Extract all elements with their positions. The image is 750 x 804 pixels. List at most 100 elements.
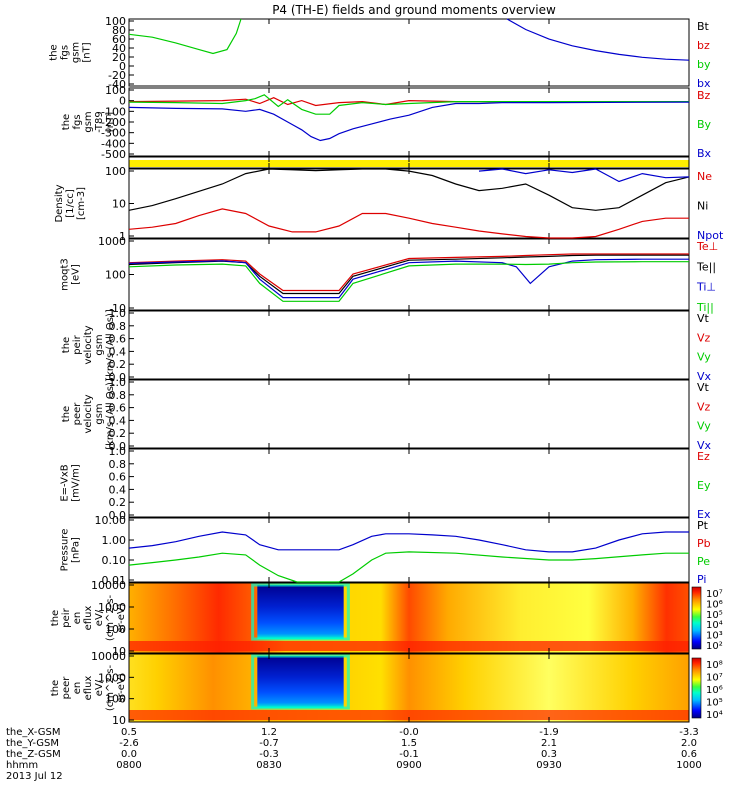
y-axis-label: gsm xyxy=(71,42,82,63)
y-axis-label: [nT] xyxy=(105,112,116,132)
y-axis-label: peir xyxy=(72,334,83,354)
y-tick-label: 0.8 xyxy=(109,389,127,402)
legend-by: by xyxy=(697,58,711,71)
ephemeris-label-hhmm: hhmm xyxy=(6,760,38,771)
legend-vt: Vt xyxy=(697,312,710,325)
series-fgl-bz xyxy=(128,97,689,107)
y-axis-label: [mV/m] xyxy=(71,464,82,502)
spectrogram-box-edge xyxy=(251,583,350,641)
y-axis-label: the xyxy=(61,114,72,130)
ephemeris-label-x: the_X-GSM xyxy=(6,727,60,738)
y-tick-label: 100 xyxy=(105,15,126,28)
y-axis-label: [km/s (All Qs)] xyxy=(105,309,116,381)
legend-bt: Bt xyxy=(697,20,710,33)
y-axis-label: gsm xyxy=(94,403,105,424)
y-tick-label: 0.4 xyxy=(109,345,127,358)
colorbar-label: 10⁷ xyxy=(706,673,723,684)
panel-frame-pressure xyxy=(128,517,690,583)
y-tick-label: 10 xyxy=(112,645,126,658)
y-axis-label: Density xyxy=(54,184,65,222)
legend-vx: Vx xyxy=(697,439,712,452)
ephemeris-value-y: 2.0 xyxy=(681,738,697,749)
y-tick-label: 10 xyxy=(112,302,126,315)
spectrogram-box-edge xyxy=(251,654,350,710)
y-tick-label: 100 xyxy=(105,693,126,706)
y-axis-label: eV/ xyxy=(94,679,105,696)
ephemeris-value-x: -0.0 xyxy=(399,727,419,738)
y-axis-label: peer xyxy=(61,676,72,700)
y-axis-label: (cm^2-s- xyxy=(105,664,116,711)
series-fgl-bx xyxy=(128,101,690,142)
colorbar-peer_spec xyxy=(691,657,702,719)
y-axis-label: fgs xyxy=(60,45,71,60)
ephemeris-value-z: 0.3 xyxy=(541,749,557,760)
panel-frame-density xyxy=(128,168,690,239)
ephemeris-value-hhmm: 0800 xyxy=(116,760,141,771)
spectrogram-band xyxy=(129,710,689,720)
y-tick-label: 0.0 xyxy=(109,371,127,384)
legend-ey: Ey xyxy=(697,479,711,492)
legend-vt: Vt xyxy=(697,381,710,394)
y-tick-label: 1.0 xyxy=(109,307,127,320)
y-tick-label: 100 xyxy=(105,623,126,636)
y-tick-label: 0.6 xyxy=(109,333,127,346)
series-fgs-by xyxy=(128,18,242,55)
y-tick-label: 10000 xyxy=(91,650,126,663)
y-tick-label: 0.4 xyxy=(109,414,127,427)
y-axis-label: eflux xyxy=(83,606,94,631)
ephemeris-value-x: 0.5 xyxy=(121,727,137,738)
y-axis-label: the xyxy=(50,610,61,626)
legend-ez: Ez xyxy=(697,450,710,463)
y-axis-label: the xyxy=(49,44,60,60)
y-tick-label: -300 xyxy=(101,127,126,140)
y-axis-label: sr-eV) xyxy=(116,603,127,632)
series-fgs-bx xyxy=(506,18,690,61)
y-axis-label: the xyxy=(61,337,72,353)
panel-frame-fgl xyxy=(128,87,690,157)
y-tick-label: 0.6 xyxy=(109,402,127,415)
y-tick-label: -20 xyxy=(108,69,126,82)
y-tick-label: 20 xyxy=(112,51,126,64)
y-tick-label: 0.8 xyxy=(109,320,127,333)
series-density-npot xyxy=(478,168,690,183)
colorbar-label: 10⁴ xyxy=(706,710,723,721)
series-temp-te xyxy=(128,253,689,292)
y-axis-label: peir xyxy=(61,607,72,627)
ephemeris-value-z: 0.0 xyxy=(121,749,137,760)
y-tick-label: 1.0 xyxy=(109,376,127,389)
colorbar-label: 10⁴ xyxy=(706,620,723,631)
y-axis-label: peer xyxy=(72,402,83,426)
y-tick-label: 0.2 xyxy=(109,496,127,509)
legend-pb: Pb xyxy=(697,537,711,550)
y-tick-label: 40 xyxy=(112,42,126,55)
y-axis-label: [eV] xyxy=(71,264,82,285)
spectrogram-box xyxy=(257,656,344,708)
y-tick-label: 1.0 xyxy=(109,445,127,458)
date-label: 2013 Jul 12 xyxy=(6,771,63,782)
y-axis-label: gsm xyxy=(94,334,105,355)
y-tick-label: 80 xyxy=(112,24,126,37)
ephemeris-value-hhmm: 1000 xyxy=(676,760,701,771)
legend-bx: Bx xyxy=(697,147,712,160)
y-axis-label: eV/ xyxy=(94,609,105,626)
legend-npot: Npot xyxy=(697,229,724,242)
y-axis-label: velocity xyxy=(83,325,94,364)
y-tick-label: 0.01 xyxy=(102,574,127,587)
y-axis-label: -T89 xyxy=(94,111,105,133)
panel-frame-efield xyxy=(128,448,690,518)
legend-vy: Vy xyxy=(697,420,711,433)
y-axis-label: Pressure xyxy=(60,529,71,572)
legend-te: Te|| xyxy=(696,260,716,273)
ephemeris-value-z: 0.6 xyxy=(681,749,697,760)
panel-frame-vpeer xyxy=(128,379,690,449)
colorbar-label: 10⁷ xyxy=(706,589,723,600)
ephemeris-value-y: 2.1 xyxy=(541,738,557,749)
legend-bz: Bz xyxy=(697,89,711,102)
y-axis-label: the xyxy=(50,680,61,696)
legend-te: Te⊥ xyxy=(696,240,718,253)
legend-pi: Pi xyxy=(697,573,706,586)
colorbar-label: 10⁸ xyxy=(706,660,723,671)
ephemeris-value-x: -1.9 xyxy=(539,727,559,738)
y-axis-label: en xyxy=(72,612,83,625)
